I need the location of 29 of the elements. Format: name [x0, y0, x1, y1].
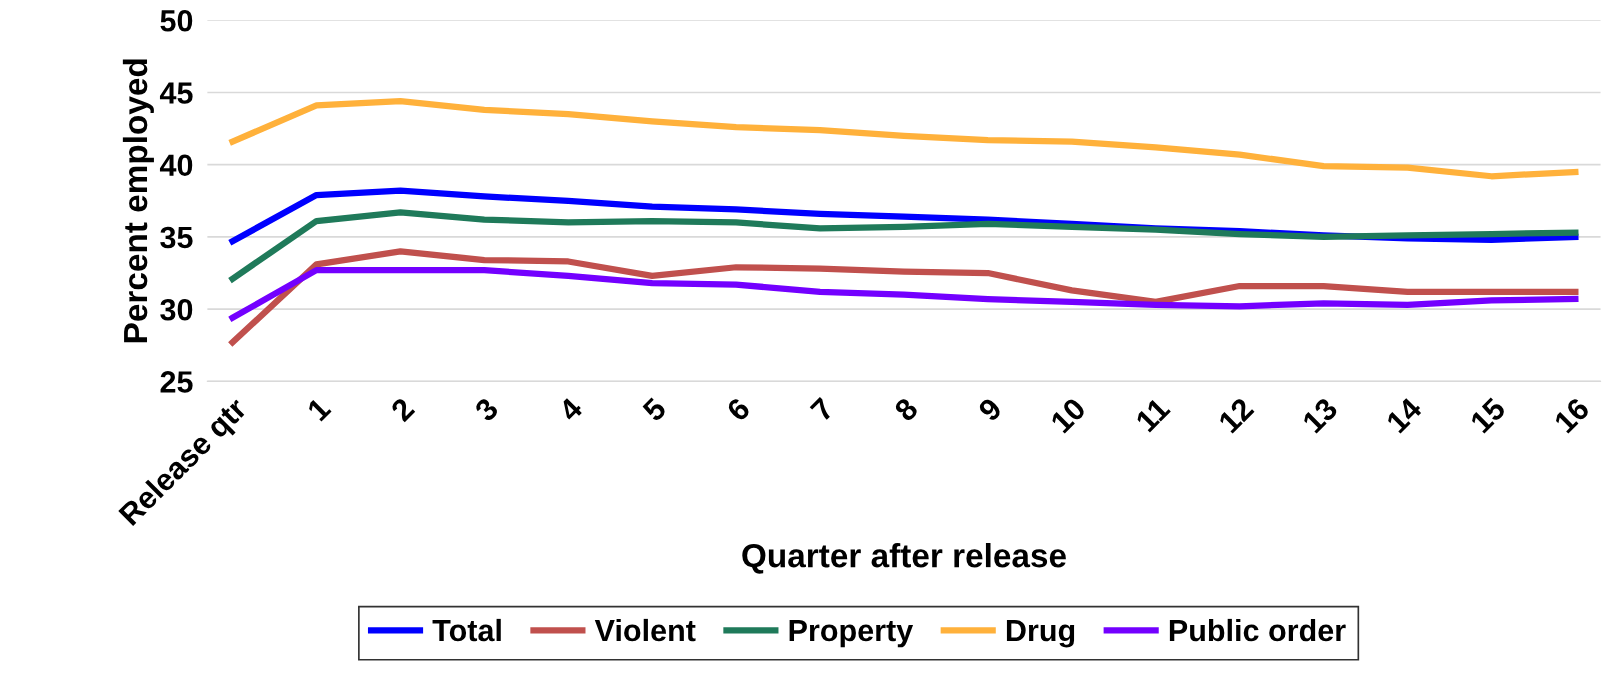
x-tick-label: 16 — [1553, 396, 1591, 434]
legend-label: Total — [432, 618, 501, 642]
x-axis-title: Quarter after release — [742, 543, 1066, 574]
y-tick-label: 30 — [160, 298, 193, 321]
x-tick-label: 11 — [1135, 396, 1171, 433]
x-tick-label: 9 — [977, 396, 1003, 423]
x-tick-label: 12 — [1217, 396, 1255, 434]
x-tick-label: 7 — [809, 397, 835, 423]
x-tick-label: 1 — [306, 396, 332, 422]
legend-label: Public order — [1169, 618, 1346, 642]
x-tick-label: 3 — [473, 396, 500, 423]
legend-label: Violent — [594, 618, 696, 642]
x-tick-label: 8 — [893, 396, 920, 423]
x-tick-label: 6 — [725, 396, 752, 423]
x-tick-label: 15 — [1469, 396, 1507, 434]
x-tick-label: 13 — [1301, 396, 1339, 434]
legend-label: Drug — [1006, 620, 1075, 648]
legend-label: Property — [789, 620, 914, 648]
x-tick-label: 14 — [1385, 396, 1424, 434]
x-tick-label: 10 — [1049, 396, 1087, 434]
x-tick-label: 2 — [389, 396, 416, 423]
y-tick-label: 35 — [160, 226, 193, 249]
y-tick-label: 50 — [160, 9, 193, 32]
y-tick-label: 40 — [159, 154, 193, 177]
x-tick-label: 5 — [641, 396, 668, 423]
y-tick-label: 45 — [159, 82, 193, 104]
x-tick-label: 4 — [557, 396, 584, 423]
y-axis-title: Percent employed — [122, 59, 154, 343]
y-tick-label: 25 — [160, 371, 193, 393]
